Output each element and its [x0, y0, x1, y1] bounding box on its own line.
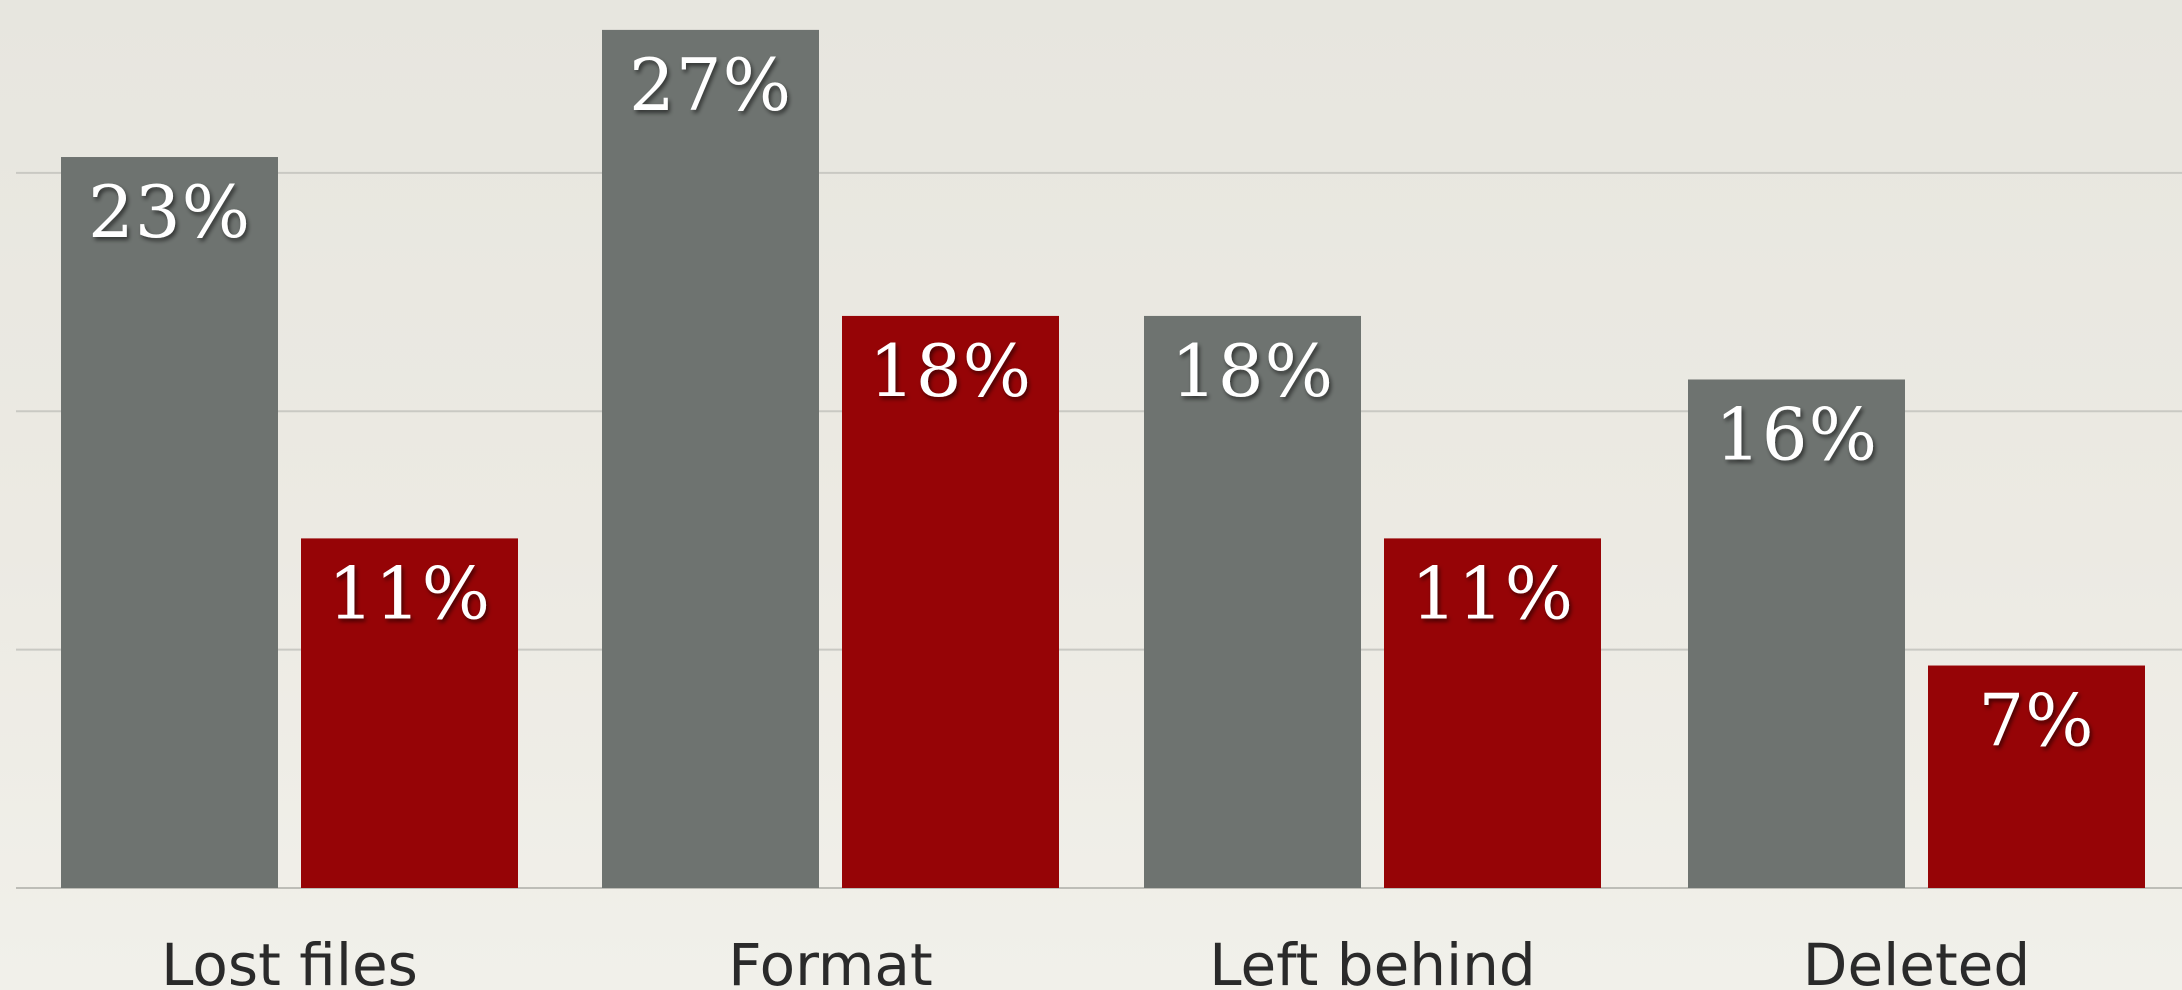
data-label-series2-deleted: 7% [1978, 679, 2094, 763]
category-labels: Lost files Format Left behind Deleted [161, 931, 2030, 990]
bar-series1-lost-files [61, 157, 278, 888]
category-label-lost-files: Lost files [161, 931, 418, 990]
bar-series2-lost-files [301, 538, 518, 888]
bar-series2-format [842, 315, 1059, 889]
bar-series1-deleted [1688, 379, 1905, 888]
data-label-series2-lost-files: 11% [328, 551, 491, 635]
data-label-series1-lost-files: 23% [88, 170, 251, 254]
bar-series1-format [602, 29, 819, 888]
data-label-series1-left-behind: 18% [1171, 329, 1334, 413]
bar-series2-left-behind [1384, 538, 1601, 888]
bar-series2-deleted [1928, 665, 2145, 888]
bar-series1-left-behind [1144, 315, 1361, 889]
data-label-series2-left-behind: 11% [1411, 551, 1574, 635]
data-label-series1-deleted: 16% [1715, 392, 1878, 476]
data-label-series2-format: 18% [869, 329, 1032, 413]
category-label-format: Format [728, 931, 932, 990]
data-labels: 23% 11% 27% 18% 18% 11% 16% 7% [88, 43, 2094, 763]
category-label-left-behind: Left behind [1209, 931, 1536, 990]
bars [61, 29, 2145, 889]
category-label-deleted: Deleted [1803, 931, 2030, 990]
data-label-series1-format: 27% [629, 43, 792, 127]
